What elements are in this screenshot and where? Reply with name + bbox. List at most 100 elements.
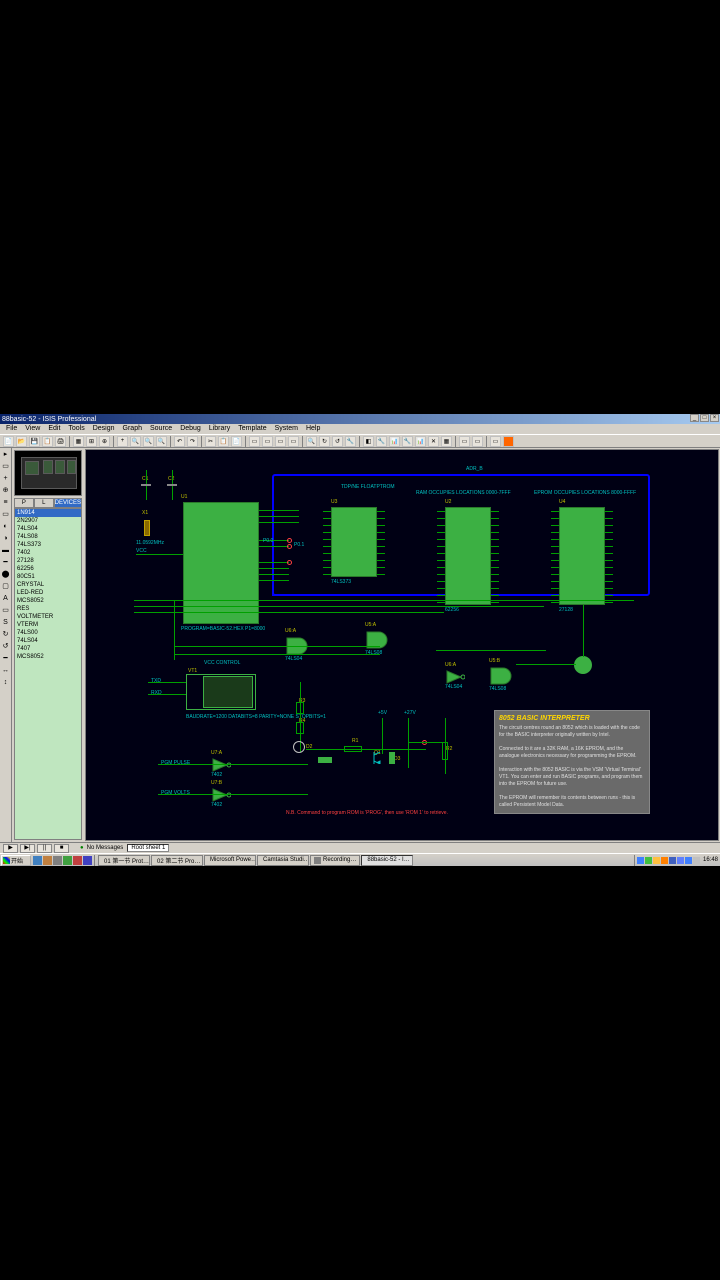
mode-tool[interactable]: ◑ xyxy=(1,534,10,543)
menu-design[interactable]: Design xyxy=(89,424,119,434)
device-item[interactable]: 62256 xyxy=(15,565,81,573)
mode-tool[interactable]: ◐ xyxy=(1,522,10,531)
mode-tool[interactable]: ≡ xyxy=(1,498,10,507)
toolbar-button[interactable]: ▭ xyxy=(249,436,260,447)
tray-icon[interactable] xyxy=(661,857,668,864)
device-item[interactable]: MCS8052 xyxy=(15,597,81,605)
menu-debug[interactable]: Debug xyxy=(176,424,205,434)
ql-icon[interactable] xyxy=(63,856,72,865)
mode-tool[interactable]: ▬ xyxy=(1,546,10,555)
taskbar-task[interactable]: 88basic-52 - I… xyxy=(361,855,413,866)
taskbar-task[interactable]: Camtasia Studi… xyxy=(257,855,309,866)
start-button[interactable]: 开始 xyxy=(1,855,31,866)
pause-button[interactable]: || xyxy=(37,844,52,853)
tray-icon[interactable] xyxy=(677,857,684,864)
tray-icon[interactable] xyxy=(645,857,652,864)
tray-icon[interactable] xyxy=(693,857,700,864)
menu-edit[interactable]: Edit xyxy=(44,424,64,434)
tray-icon[interactable] xyxy=(653,857,660,864)
mode-tool[interactable]: + xyxy=(1,474,10,483)
toolbar-button[interactable]: ▦ xyxy=(73,436,84,447)
mode-tool[interactable]: S xyxy=(1,618,10,627)
tray-icon[interactable] xyxy=(669,857,676,864)
toolbar-button[interactable]: ↶ xyxy=(174,436,185,447)
mode-tool[interactable]: ⬤ xyxy=(1,570,10,579)
close-button[interactable]: × xyxy=(710,414,719,422)
ql-icon[interactable] xyxy=(33,856,42,865)
sheet-selector[interactable]: Root sheet 1 xyxy=(127,844,169,852)
toolbar-button[interactable]: ↺ xyxy=(332,436,343,447)
toolbar-button[interactable]: ✕ xyxy=(428,436,439,447)
toolbar-button[interactable]: + xyxy=(117,436,128,447)
toolbar-button[interactable]: 📄 xyxy=(231,436,242,447)
device-item[interactable]: 74LS08 xyxy=(15,533,81,541)
toolbar-button[interactable]: 📋 xyxy=(42,436,53,447)
mode-tool[interactable]: ↻ xyxy=(1,630,10,639)
step-button[interactable]: ▶| xyxy=(20,844,35,853)
toolbar-button[interactable]: 🔍 xyxy=(130,436,141,447)
maximize-button[interactable]: □ xyxy=(700,414,709,422)
toolbar-button[interactable]: 🖨 xyxy=(55,436,66,447)
taskbar-task[interactable]: Microsoft Powe… xyxy=(204,855,256,866)
tray-icon[interactable] xyxy=(685,857,692,864)
device-list[interactable]: 1N9142N290774LS0474LS0874LS3737402271286… xyxy=(14,508,82,840)
toolbar-button[interactable]: 🔧 xyxy=(345,436,356,447)
device-item[interactable]: 80C51 xyxy=(15,573,81,581)
toolbar-button[interactable] xyxy=(503,436,514,447)
stop-button[interactable]: ■ xyxy=(54,844,69,853)
mode-tool[interactable]: ⊕ xyxy=(1,486,10,495)
device-item[interactable]: VOLTMETER xyxy=(15,613,81,621)
toolbar-button[interactable]: 📂 xyxy=(16,436,27,447)
mode-tool[interactable]: ▸ xyxy=(1,450,10,459)
toolbar-button[interactable]: ▭ xyxy=(262,436,273,447)
toolbar-button[interactable]: ▭ xyxy=(459,436,470,447)
taskbar-task[interactable]: 01 第一节 Prot… xyxy=(98,855,150,866)
menu-tools[interactable]: Tools xyxy=(64,424,88,434)
toolbar-button[interactable]: ◧ xyxy=(363,436,374,447)
toolbar-button[interactable]: ▭ xyxy=(288,436,299,447)
toolbar-button[interactable]: 📊 xyxy=(415,436,426,447)
device-item[interactable]: VTERM xyxy=(15,621,81,629)
menu-help[interactable]: Help xyxy=(302,424,324,434)
menu-view[interactable]: View xyxy=(21,424,44,434)
toolbar-button[interactable]: 🔧 xyxy=(376,436,387,447)
panel-tab-devices[interactable]: DEVICES xyxy=(54,498,82,508)
toolbar-button[interactable]: ▭ xyxy=(275,436,286,447)
toolbar-button[interactable]: 🔧 xyxy=(402,436,413,447)
mode-tool[interactable]: ━ xyxy=(1,558,10,567)
toolbar-button[interactable]: 📋 xyxy=(218,436,229,447)
menu-library[interactable]: Library xyxy=(205,424,234,434)
toolbar-button[interactable]: ↷ xyxy=(187,436,198,447)
device-item[interactable]: 7407 xyxy=(15,645,81,653)
device-item[interactable]: 74LS373 xyxy=(15,541,81,549)
toolbar-button[interactable]: ▦ xyxy=(441,436,452,447)
device-item[interactable]: 74LS04 xyxy=(15,637,81,645)
mode-tool[interactable]: ↺ xyxy=(1,642,10,651)
mode-tool[interactable]: ▭ xyxy=(1,462,10,471)
device-item[interactable]: MCS8052 xyxy=(15,653,81,661)
menu-system[interactable]: System xyxy=(271,424,302,434)
panel-tab-l[interactable]: L xyxy=(34,498,54,508)
mode-tool[interactable]: A xyxy=(1,594,10,603)
ql-icon[interactable] xyxy=(83,856,92,865)
taskbar-task[interactable]: Recording… xyxy=(310,855,360,866)
toolbar-button[interactable]: 📄 xyxy=(3,436,14,447)
ql-icon[interactable] xyxy=(53,856,62,865)
mode-tool[interactable]: ▭ xyxy=(1,606,10,615)
toolbar-button[interactable]: 🔍 xyxy=(306,436,317,447)
schematic-canvas[interactable]: ADR_B TDP/NE FLOATPTROM RAM OCCUPIES LOC… xyxy=(85,449,719,841)
play-button[interactable]: ▶ xyxy=(3,844,18,853)
toolbar-button[interactable]: ▭ xyxy=(472,436,483,447)
menu-file[interactable]: File xyxy=(2,424,21,434)
toolbar-button[interactable]: 🔍 xyxy=(156,436,167,447)
menu-source[interactable]: Source xyxy=(146,424,176,434)
toolbar-button[interactable]: ⊕ xyxy=(99,436,110,447)
tray-icon[interactable] xyxy=(637,857,644,864)
mode-tool[interactable]: ↕ xyxy=(1,678,10,687)
mode-tool[interactable]: ▢ xyxy=(1,582,10,591)
taskbar-task[interactable]: 02 第二节 Pro… xyxy=(151,855,203,866)
toolbar-button[interactable]: ↻ xyxy=(319,436,330,447)
menu-graph[interactable]: Graph xyxy=(119,424,146,434)
toolbar-button[interactable]: 📊 xyxy=(389,436,400,447)
overview-map[interactable] xyxy=(14,450,82,496)
